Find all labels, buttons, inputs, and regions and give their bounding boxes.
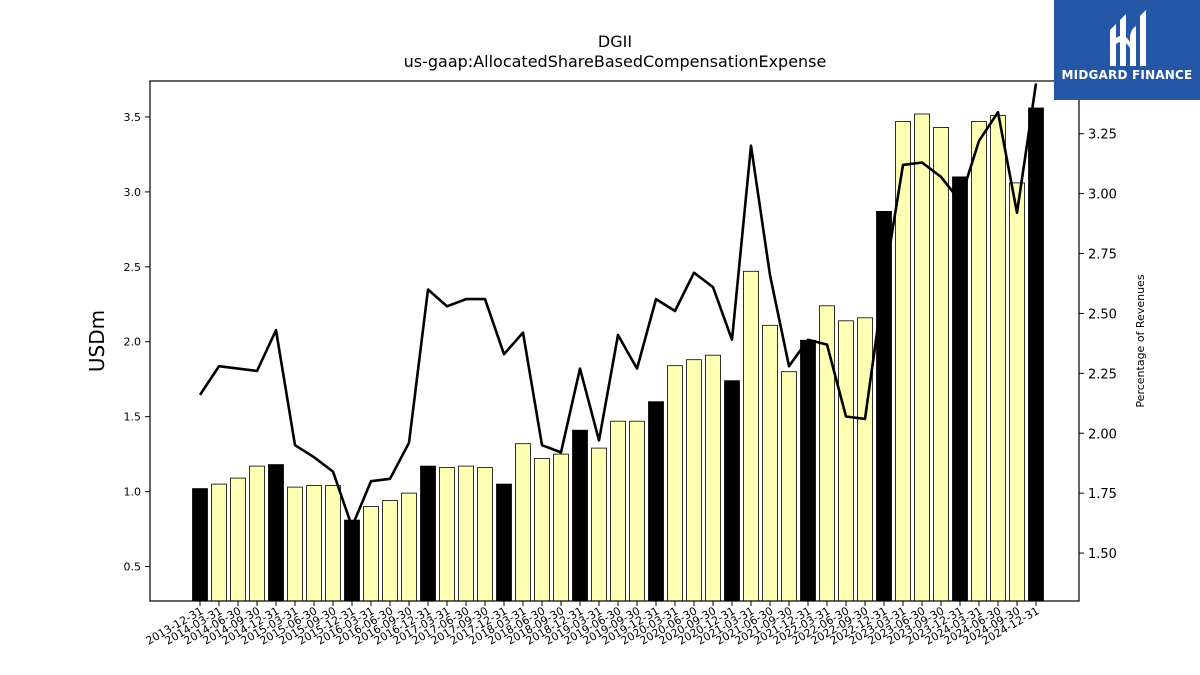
bar-2019-12-31 [648, 401, 664, 602]
bar-2020-03-31 [667, 365, 683, 602]
bar-2016-06-30 [382, 500, 398, 602]
y2-tick-label: 3.00 [1088, 188, 1117, 203]
bar-2022-06-30 [838, 320, 854, 602]
bar-2023-09-30 [933, 127, 949, 602]
bar-2022-12-31 [876, 210, 892, 602]
y2-tick-label: 1.50 [1088, 547, 1117, 562]
bar-2021-09-30 [781, 371, 797, 602]
bar-2021-12-31 [800, 339, 816, 602]
chart-title: DGII [597, 32, 633, 51]
y2-tick-label: 1.75 [1088, 487, 1117, 502]
y-tick-label: 2.0 [124, 336, 142, 349]
bar-2015-12-31 [344, 519, 360, 602]
y-axis-label: USDm [85, 310, 109, 372]
bar-2015-09-30 [325, 485, 341, 602]
pct-revenue-line [198, 83, 1038, 529]
bar-2020-09-30 [705, 354, 721, 602]
bar-2019-09-30 [629, 420, 645, 602]
bar-2023-12-31 [952, 176, 968, 602]
bar-2018-09-30 [553, 453, 569, 602]
bar-2016-12-31 [420, 465, 436, 602]
bar-2014-09-30 [249, 465, 265, 602]
bar-2020-12-31 [724, 380, 740, 602]
midgard-finance-logo: MIDGARD FINANCE [1054, 0, 1200, 100]
bar-2016-03-31 [363, 506, 379, 602]
bar-2018-06-30 [534, 458, 550, 602]
bar-2017-03-31 [439, 467, 455, 602]
bar-2024-03-31 [971, 121, 987, 602]
bar-2024-12-31 [1028, 107, 1044, 602]
bar-2017-06-30 [458, 465, 474, 602]
bar-2018-12-31 [572, 429, 588, 602]
bar-2015-06-30 [306, 485, 322, 602]
bar-2021-06-30 [762, 324, 778, 602]
bar-2020-06-30 [686, 359, 702, 602]
y2-tick-label: 2.25 [1088, 367, 1117, 382]
y2-axis-label: Percentage of Revenues [1134, 274, 1147, 407]
bar-2015-03-31 [287, 486, 303, 602]
y2-tick-label: 2.50 [1088, 307, 1117, 322]
y-tick-label: 1.0 [124, 486, 142, 499]
bar-2024-09-30 [1009, 182, 1025, 602]
bar-2017-09-30 [477, 467, 493, 602]
y-tick-label: 3.0 [124, 186, 142, 199]
logo-mark-icon [1110, 10, 1146, 66]
y-tick-label: 2.5 [124, 261, 142, 274]
y-tick-label: 3.5 [124, 111, 142, 124]
y-tick-label: 1.5 [124, 411, 142, 424]
bar-2014-12-31 [268, 464, 284, 602]
bar-2013-12-31 [192, 488, 208, 602]
bar-2014-06-30 [230, 477, 246, 602]
bar-2023-06-30 [914, 113, 930, 602]
bar-2021-03-31 [743, 270, 759, 602]
y2-tick-label: 2.00 [1088, 427, 1117, 442]
bar-2019-06-30 [610, 420, 626, 602]
bar-2019-03-31 [591, 447, 607, 602]
bar-2024-06-30 [990, 115, 1006, 602]
bar-2022-03-31 [819, 305, 835, 602]
plot-frame [149, 80, 1080, 602]
bar-2017-12-31 [496, 483, 512, 602]
bar-2014-03-31 [211, 483, 227, 602]
bar-2022-09-30 [857, 317, 873, 602]
bar-2018-03-31 [515, 443, 531, 602]
bar-2016-09-30 [401, 492, 417, 602]
chart-subtitle: us-gaap:AllocatedShareBasedCompensationE… [403, 52, 827, 71]
y2-tick-label: 2.75 [1088, 248, 1117, 263]
y2-tick-label: 3.25 [1088, 128, 1117, 143]
y-tick-label: 0.5 [124, 561, 142, 574]
logo-text: MIDGARD FINANCE [1061, 68, 1193, 82]
